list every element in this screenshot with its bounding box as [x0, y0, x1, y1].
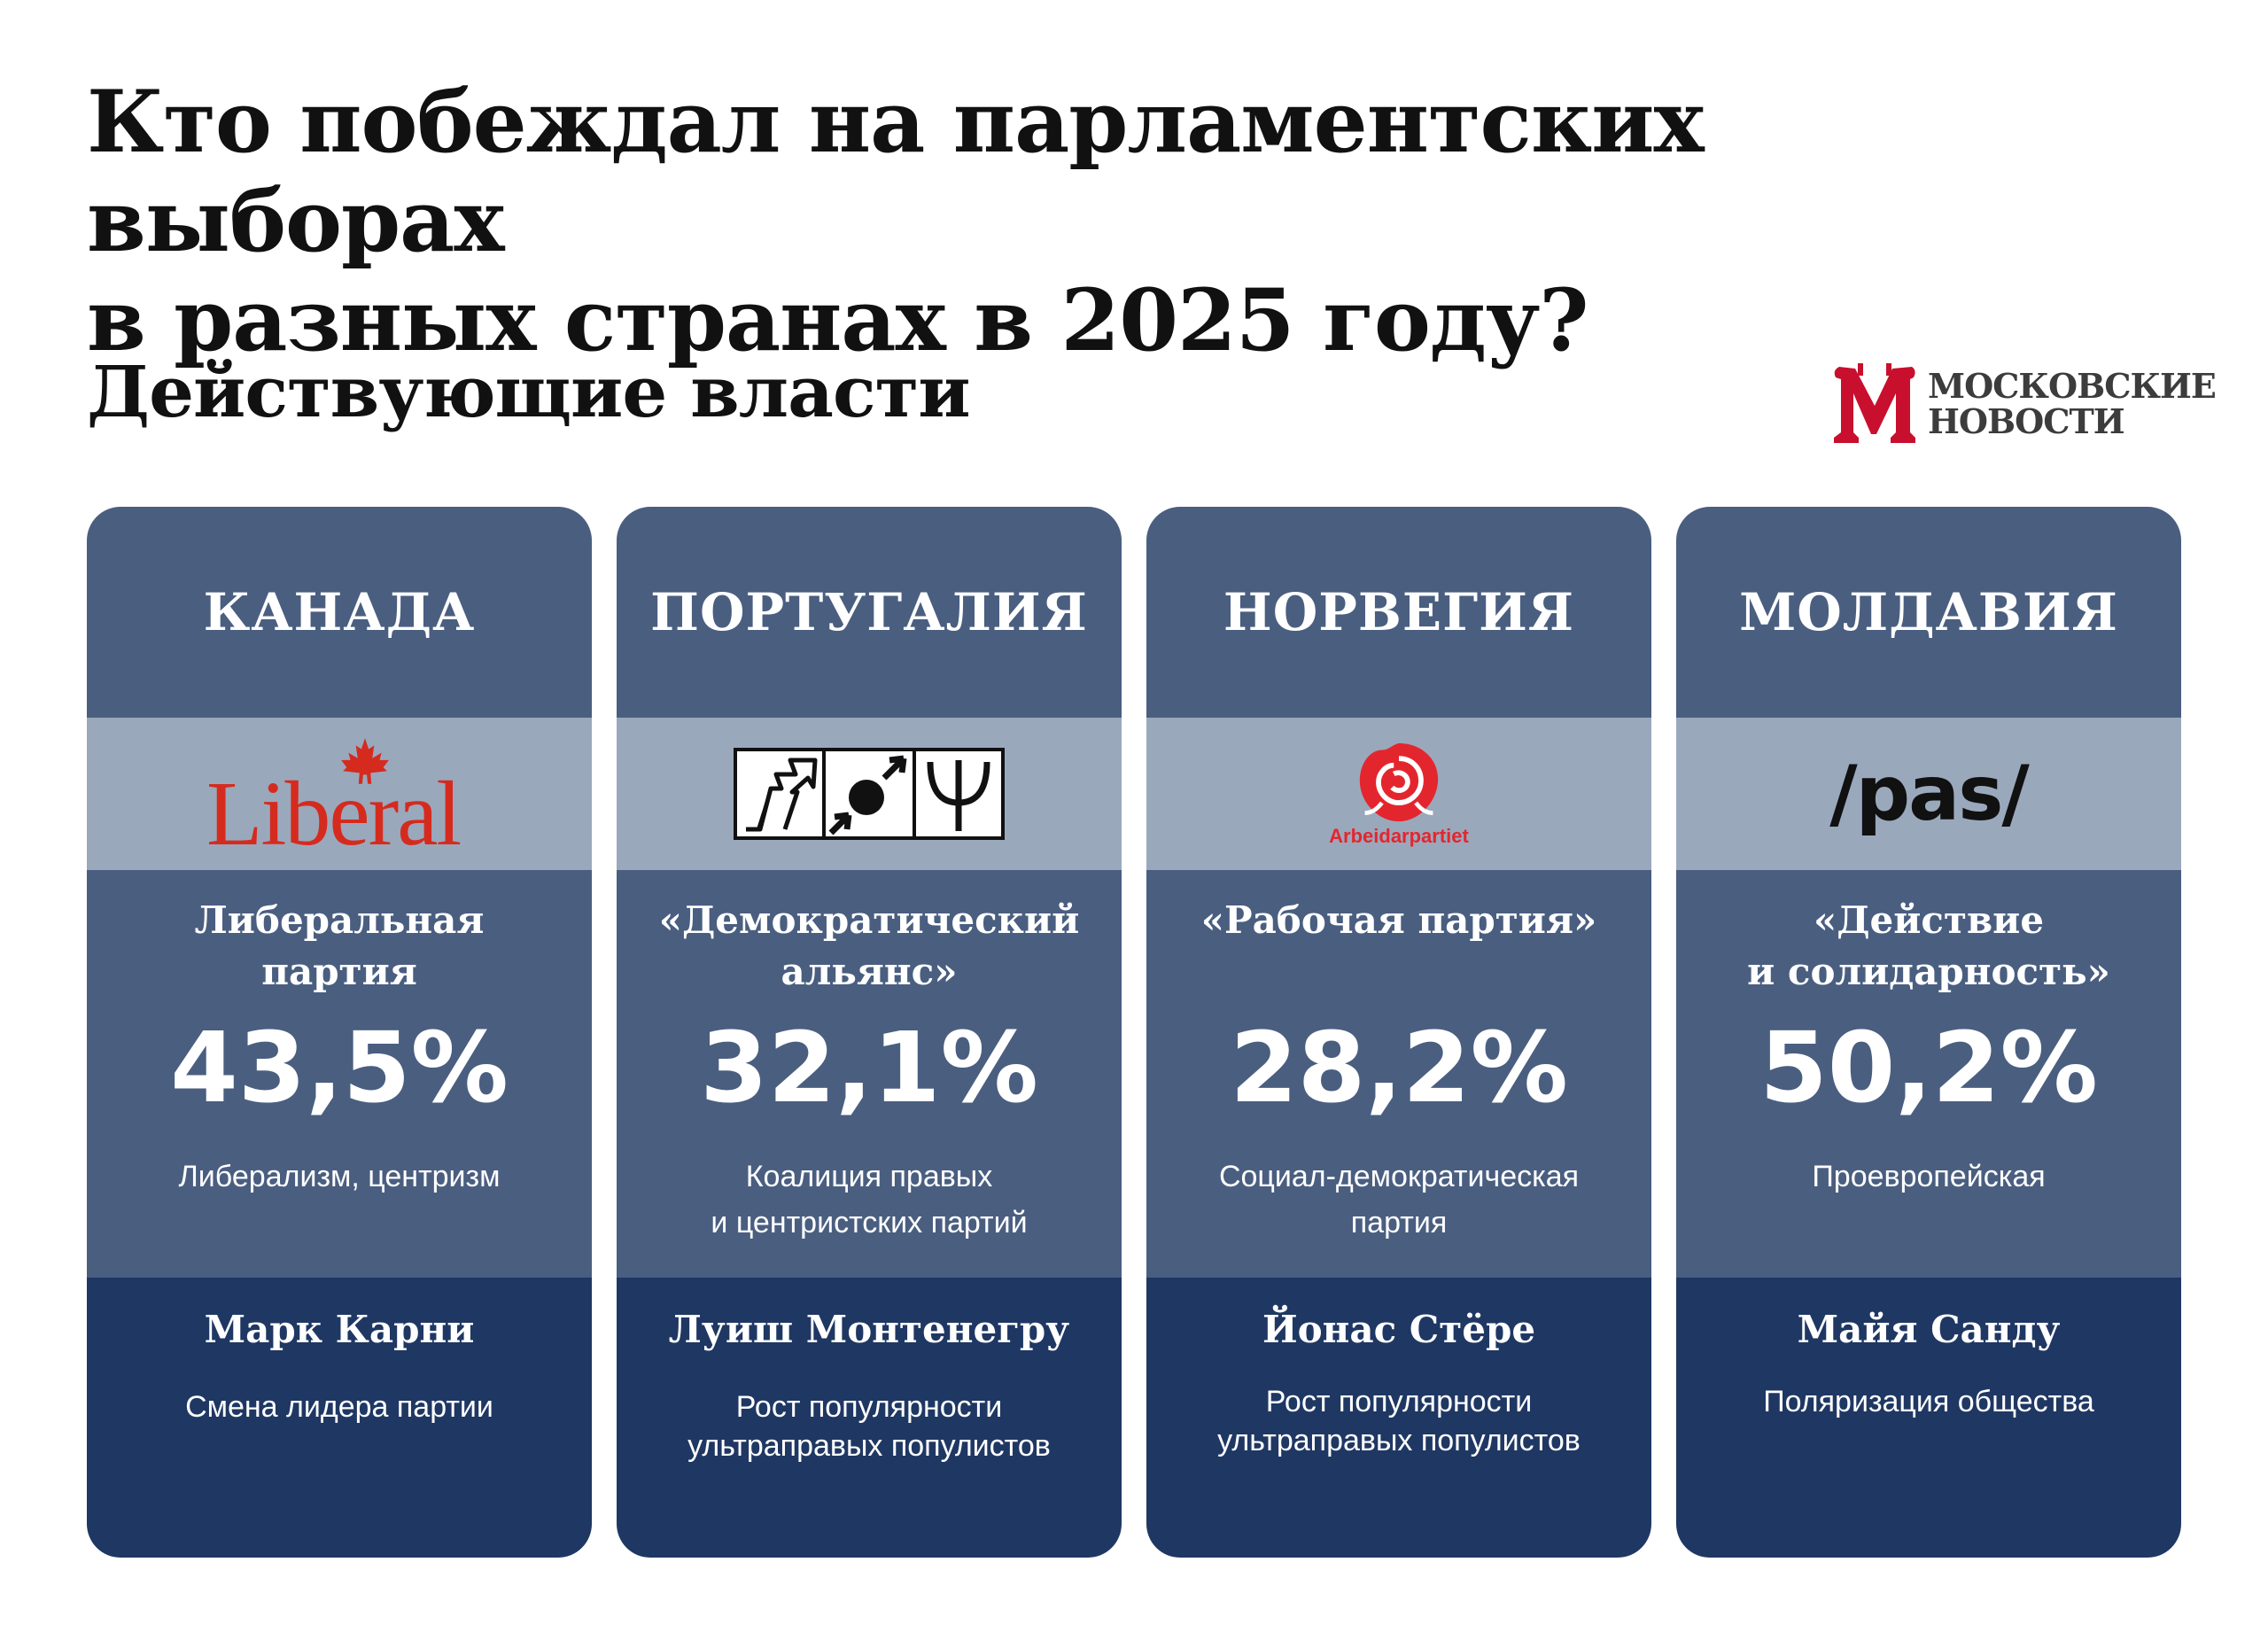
party-ideology: Социал-демократическая партия [1218, 1160, 1580, 1240]
party-ideology: Коалиция правых и центристских партий [711, 1160, 1028, 1240]
page-title-line-1: Кто побеждал на парламентских выборах [87, 72, 1705, 271]
party-info: «Рабочая партия» 28,2% Социал-демократич… [1146, 870, 1651, 1278]
ad-coalition-logo-icon [734, 748, 1005, 840]
leader-info: Йонас Стёре Рост популярности ультраправ… [1146, 1278, 1651, 1558]
party-logo-band: Arbeidarpartiet [1146, 718, 1651, 870]
liberal-wordmark: Liberal [206, 763, 462, 865]
party-logo-band: Liberal [87, 718, 592, 870]
pas-wordmark: /pas/ [1829, 750, 2030, 838]
election-factor: Рост популярности ультраправых популисто… [687, 1390, 1051, 1463]
election-factor: Рост популярности ультраправых популисто… [1217, 1385, 1581, 1457]
country-cards: КАНАДА Liberal Либеральная партия 43,5% … [87, 507, 2181, 1558]
publication-name-line-1: МОСКОВСКИЕ [1928, 366, 2217, 406]
party-logo-band: /pas/ [1676, 718, 2181, 870]
election-factor: Смена лидера партии [185, 1390, 493, 1424]
liberal-party-logo: Liberal [206, 736, 472, 860]
party-info: Либеральная партия 43,5% Либерализм, цен… [87, 870, 592, 1278]
country-card-portugal: ПОРТУГАЛИЯ «Демократический альянс» 3 [617, 507, 1122, 1558]
publication-logo: МОСКОВСКИЕ НОВОСТИ [1829, 358, 2217, 450]
page-subtitle: Действующие власти [87, 350, 971, 433]
mn-monogram-icon [1834, 363, 1915, 443]
party-logo-band [617, 718, 1122, 870]
country-name: КАНАДА [203, 582, 476, 642]
country-name: НОРВЕГИЯ [1223, 582, 1575, 642]
party-ideology: Либерализм, центризм [178, 1160, 501, 1193]
leader-info: Луиш Монтенегру Рост популярности ультра… [617, 1278, 1122, 1558]
leader-info: Майя Санду Поляризация общества [1676, 1278, 2181, 1558]
country-name: ПОРТУГАЛИЯ [650, 582, 1088, 642]
country-card-canada: КАНАДА Liberal Либеральная партия 43,5% … [87, 507, 592, 1558]
page-title: Кто побеждал на парламентских выборах в … [87, 73, 2124, 370]
rose-icon [1359, 742, 1439, 822]
page-title-line-2: в разных странах в 2025 году? [87, 270, 1589, 370]
election-factor: Поляризация общества [1763, 1385, 2094, 1418]
arbeidarpartiet-logo: Arbeidarpartiet [1329, 740, 1469, 848]
country-card-norway: НОРВЕГИЯ Arbeidarpartiet «Рабочая партия… [1146, 507, 1651, 1558]
leader-name: Йонас Стёре [1262, 1308, 1536, 1351]
country-name: МОЛДАВИЯ [1739, 582, 2118, 642]
leader-name: Луиш Монтенегру [668, 1308, 1070, 1351]
card-header: ПОРТУГАЛИЯ [617, 507, 1122, 718]
publication-name-line-2: НОВОСТИ [1928, 401, 2125, 441]
vote-percent: 32,1% [700, 1011, 1038, 1124]
card-header: НОРВЕГИЯ [1146, 507, 1651, 718]
vote-percent: 50,2% [1759, 1011, 2098, 1124]
publication-name: МОСКОВСКИЕ НОВОСТИ [1928, 366, 2217, 441]
party-ideology: Проевропейская [1812, 1160, 2046, 1193]
vote-percent: 43,5% [170, 1011, 509, 1124]
country-card-moldova: МОЛДАВИЯ /pas/ «Действие и солидарность»… [1676, 507, 2181, 1558]
leader-info: Марк Карни Смена лидера партии [87, 1278, 592, 1558]
party-name: «Рабочая партия» [1200, 898, 1597, 942]
party-info: «Действие и солидарность» 50,2% Проевроп… [1676, 870, 2181, 1278]
party-name: Либеральная партия [194, 898, 485, 993]
party-name: «Действие и солидарность» [1747, 898, 2110, 993]
leader-name: Марк Карни [204, 1308, 475, 1351]
party-info: «Демократический альянс» 32,1% Коалиция … [617, 870, 1122, 1278]
card-header: МОЛДАВИЯ [1676, 507, 2181, 718]
vote-percent: 28,2% [1230, 1011, 1568, 1124]
arbeidarpartiet-caption: Arbeidarpartiet [1329, 825, 1469, 847]
card-header: КАНАДА [87, 507, 592, 718]
party-name: «Демократический альянс» [658, 898, 1080, 993]
leader-name: Майя Санду [1797, 1308, 2061, 1351]
maple-leaf-icon [341, 738, 389, 784]
